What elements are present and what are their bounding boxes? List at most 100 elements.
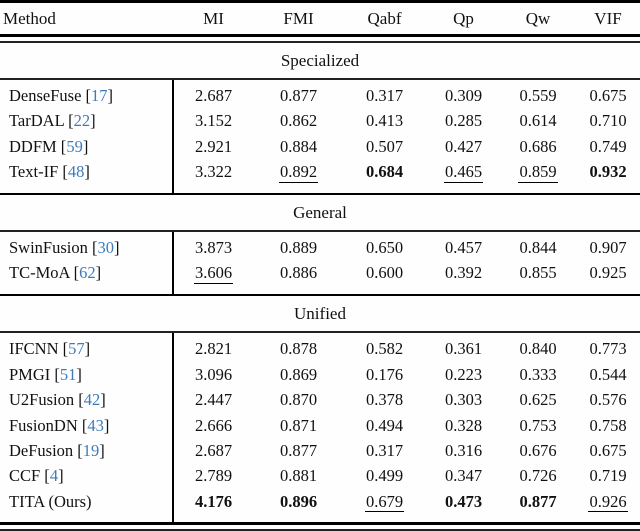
- metric-value: 0.719: [589, 466, 627, 486]
- metric-value: 0.333: [519, 364, 557, 384]
- metric-value: 0.925: [589, 263, 627, 283]
- column-header-qp: Qp: [453, 9, 474, 28]
- metric-value: 0.896: [279, 491, 318, 511]
- metric-value: 0.223: [444, 364, 483, 384]
- metric-value: 0.582: [365, 339, 404, 359]
- metric-value: 0.427: [444, 136, 483, 156]
- section-divider-rule: [0, 293, 640, 297]
- metric-value: 0.869: [279, 364, 318, 384]
- citation-link[interactable]: 59: [66, 136, 83, 156]
- metric-value: 0.317: [365, 86, 404, 105]
- metric-value: 0.726: [519, 466, 557, 486]
- table-row: CCF [4] 2.789 0.881 0.499 0.347 0.726 0.719: [0, 463, 640, 488]
- metric-value: 0.855: [519, 263, 557, 283]
- metric-value: 0.859: [518, 162, 558, 183]
- metric-value: 3.606: [193, 263, 234, 284]
- citation-link[interactable]: 62: [79, 263, 96, 283]
- bottom-rule-thick: [0, 522, 640, 526]
- metric-value: 0.877: [279, 440, 318, 460]
- column-header-qw: Qw: [525, 9, 551, 28]
- metric-value: 0.753: [519, 415, 557, 435]
- metric-value: 0.499: [365, 466, 404, 486]
- metric-value: 0.285: [444, 111, 483, 131]
- section-rows: SwinFusion [30] 3.873 0.889 0.650 0.457 0.844…: [0, 232, 640, 294]
- metric-value: 0.686: [519, 136, 557, 156]
- column-header-method: Method: [3, 9, 56, 28]
- metric-value: 0.773: [589, 339, 627, 359]
- table-row: PMGI [51] 3.096 0.869 0.176 0.223 0.333 0.544: [0, 362, 640, 387]
- citation-link[interactable]: 48: [67, 162, 85, 182]
- metric-value: 0.413: [365, 111, 404, 131]
- section-title: Unified: [294, 304, 346, 324]
- top-rule: [0, 0, 640, 3]
- column-separator: [172, 80, 174, 193]
- metric-value: 0.378: [365, 390, 404, 410]
- section-rows: DenseFuse [17] 2.687 0.877 0.317 0.309 0.559 0…: [0, 80, 640, 193]
- metric-value: 0.877: [519, 491, 557, 511]
- metric-value: 2.921: [194, 136, 233, 156]
- metric-value: 0.316: [444, 440, 483, 460]
- metric-value: 0.758: [589, 415, 627, 435]
- table-row: Text-IF [48] 3.322 0.892 0.684 0.465 0.859 0.9…: [0, 159, 640, 184]
- metric-value: 0.625: [519, 390, 557, 410]
- metric-value: 0.507: [365, 136, 404, 156]
- metric-value: 0.559: [519, 86, 557, 105]
- metric-value: 0.884: [279, 136, 318, 156]
- method-name: TC-MoA [62]: [9, 263, 102, 283]
- metric-value: 0.862: [279, 111, 318, 131]
- citation-link[interactable]: 17: [91, 86, 108, 105]
- metric-value: 0.675: [589, 86, 627, 105]
- metric-value: 0.907: [589, 238, 627, 258]
- metric-value: 2.687: [194, 440, 233, 460]
- table-row: IFCNN [57] 2.821 0.878 0.582 0.361 0.840 0.773: [0, 336, 640, 361]
- section-title-rule: [0, 331, 640, 334]
- table-row: DenseFuse [17] 2.687 0.877 0.317 0.309 0.559 0…: [0, 83, 640, 108]
- metric-value: 0.494: [365, 415, 404, 435]
- metric-value: 2.789: [194, 466, 233, 486]
- method-name: DeFusion [19]: [9, 440, 105, 460]
- table-row: TC-MoA [62] 3.606 0.886 0.600 0.392 0.855 0.92…: [0, 260, 640, 285]
- metric-value: 0.889: [279, 238, 318, 258]
- metric-value: 0.317: [365, 440, 404, 460]
- metric-value: 0.675: [589, 440, 627, 460]
- column-separator: [172, 333, 174, 523]
- metric-value: 0.347: [444, 466, 483, 486]
- citation-link[interactable]: 57: [68, 339, 85, 359]
- citation-link[interactable]: 22: [73, 111, 91, 131]
- table-row: SwinFusion [30] 3.873 0.889 0.650 0.457 0.844…: [0, 235, 640, 260]
- table-header-row: Method MI FMI Qabf Qp Qw VIF: [0, 4, 640, 34]
- method-name: DDFM [59]: [9, 136, 89, 156]
- metric-value: 0.881: [279, 466, 318, 486]
- metric-value: 4.176: [194, 491, 233, 511]
- citation-link[interactable]: 4: [49, 466, 59, 486]
- metric-value: 3.096: [194, 364, 233, 384]
- metric-value: 0.176: [365, 364, 404, 384]
- method-name: PMGI [51]: [9, 364, 82, 384]
- metric-value: 0.679: [364, 491, 405, 513]
- header-rule-thin: [0, 41, 640, 43]
- method-name: SwinFusion [30]: [9, 238, 120, 258]
- citation-link[interactable]: 51: [59, 364, 77, 384]
- citation-link[interactable]: 42: [83, 390, 101, 410]
- method-name: FusionDN [43]: [9, 415, 110, 435]
- table-row: TarDAL [22] 3.152 0.862 0.413 0.285 0.614 0.71…: [0, 108, 640, 133]
- metric-value: 3.152: [194, 111, 233, 131]
- citation-link[interactable]: 19: [82, 440, 100, 460]
- metric-value: 0.684: [365, 162, 404, 182]
- table-row: DeFusion [19] 2.687 0.877 0.317 0.316 0.676 0.…: [0, 438, 640, 463]
- table-body: Specialized DenseFuse [17] 2.687 0.877 0.317…: [0, 43, 640, 523]
- metric-value: 0.870: [279, 390, 318, 410]
- column-header-qabf: Qabf: [367, 9, 402, 28]
- citation-link[interactable]: 43: [87, 415, 104, 435]
- table-row: FusionDN [43] 2.666 0.871 0.494 0.328 0.753 0.…: [0, 413, 640, 438]
- metric-value: 0.465: [443, 162, 484, 183]
- method-name: Text-IF [48]: [9, 162, 90, 182]
- metric-value: 0.576: [589, 390, 627, 410]
- citation-link[interactable]: 30: [97, 238, 114, 258]
- column-header-fmi: FMI: [283, 9, 314, 28]
- metric-value: 2.687: [194, 86, 233, 105]
- metric-value: 0.878: [279, 339, 318, 359]
- metric-value: 0.877: [279, 86, 318, 105]
- metric-value: 3.322: [194, 162, 233, 182]
